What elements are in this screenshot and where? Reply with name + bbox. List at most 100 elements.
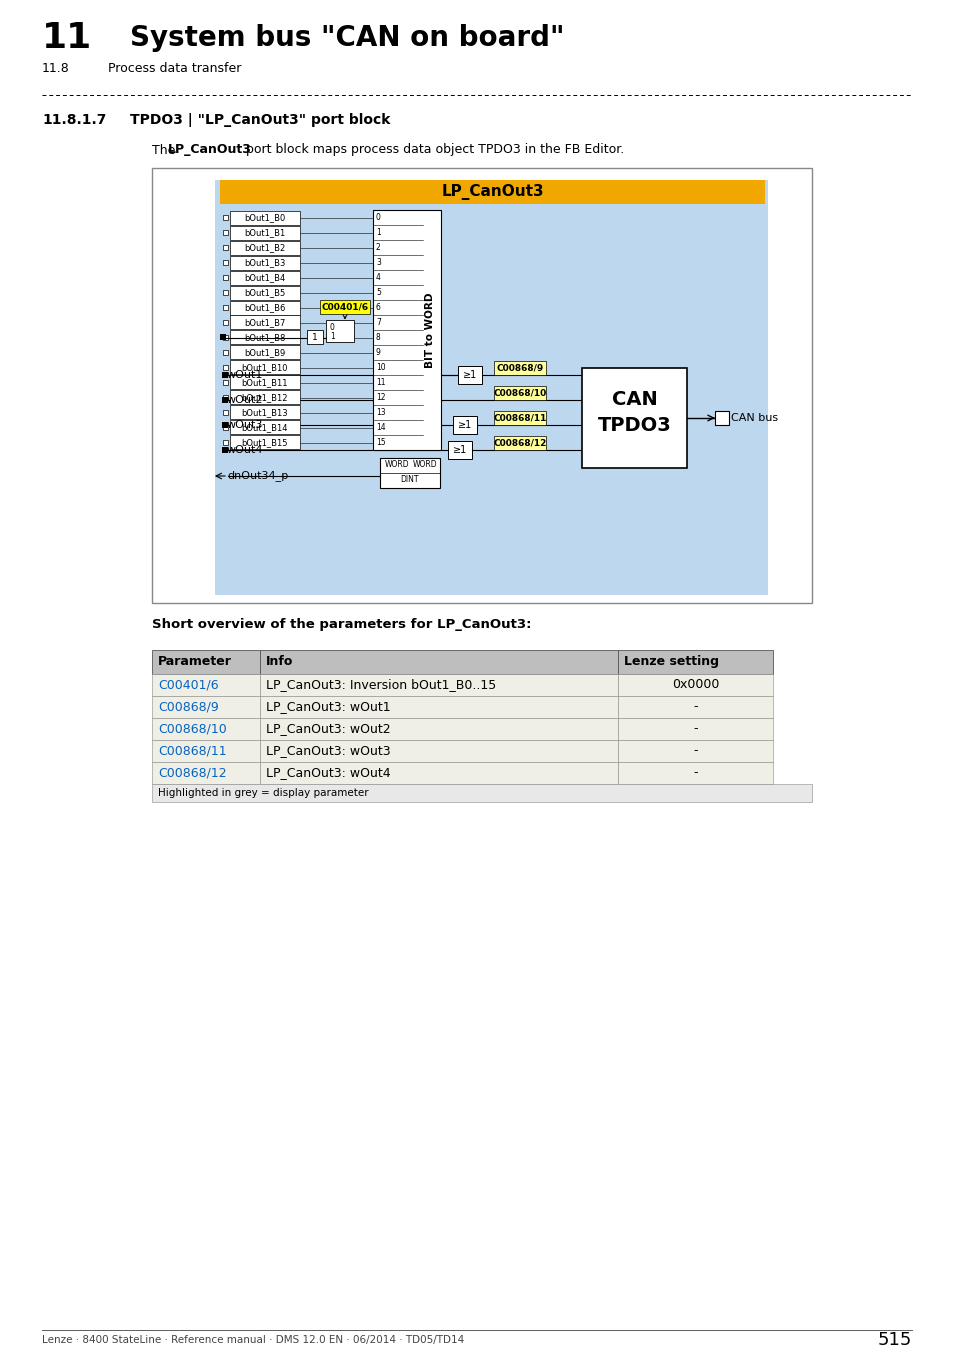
Text: LP_CanOut3: wOut1: LP_CanOut3: wOut1 [265,701,390,714]
Text: bOut1_B5: bOut1_B5 [244,288,285,297]
Text: bOut1_B13: bOut1_B13 [241,408,288,417]
Text: wOut4: wOut4 [227,446,263,455]
Bar [223,425,228,431]
Text: LP_CanOut3: LP_CanOut3 [168,143,252,157]
Text: wOut3: wOut3 [227,420,263,431]
Bar [494,386,545,400]
Text: ≥1: ≥1 [462,370,476,379]
Text: 11.8.1.7: 11.8.1.7 [42,113,107,127]
Text: 15: 15 [375,437,385,447]
Bar [223,320,228,325]
Bar [230,375,299,390]
Bar [223,244,228,250]
Bar [222,423,228,428]
Bar [448,441,472,459]
Text: bOut1_B15: bOut1_B15 [241,437,288,447]
Bar [618,718,772,740]
Bar [223,275,228,279]
Bar [230,225,299,239]
Bar [457,366,481,383]
Text: 7: 7 [375,319,380,327]
Bar [618,761,772,784]
Text: 12: 12 [375,393,385,402]
Text: 0: 0 [375,213,380,221]
Bar [223,396,228,400]
Bar [714,410,728,425]
Text: LP_CanOut3: wOut2: LP_CanOut3: wOut2 [265,722,390,736]
Bar [230,346,299,359]
Text: C00868/9: C00868/9 [158,701,218,714]
Text: 5: 5 [375,288,380,297]
Text: -: - [693,767,697,779]
Bar [152,784,811,802]
Text: TPDO3: TPDO3 [597,417,671,436]
Text: -: - [693,722,697,736]
Text: 11: 11 [42,22,92,55]
Text: bOut1_B11: bOut1_B11 [241,378,288,387]
Bar [230,211,299,224]
Text: System bus "CAN on board": System bus "CAN on board" [130,24,564,53]
Bar [230,240,299,255]
Text: bOut1_B6: bOut1_B6 [244,302,285,312]
Bar [259,697,618,718]
Bar [152,761,259,784]
Text: 8: 8 [375,333,380,342]
Bar [152,649,259,674]
Text: Short overview of the parameters for LP_CanOut3:: Short overview of the parameters for LP_… [152,618,531,632]
Bar [220,335,226,340]
Text: LP_CanOut3: wOut4: LP_CanOut3: wOut4 [265,767,390,779]
Text: TPDO3 | "LP_CanOut3" port block: TPDO3 | "LP_CanOut3" port block [130,113,390,127]
Bar [259,740,618,761]
Text: 13: 13 [375,408,385,417]
Text: 9: 9 [375,348,380,356]
Text: BIT to WORD: BIT to WORD [424,292,435,367]
Text: CAN bus: CAN bus [730,413,778,423]
Bar [230,316,299,329]
Text: bOut1_B4: bOut1_B4 [244,273,285,282]
Text: LP_CanOut3: wOut3: LP_CanOut3: wOut3 [265,744,390,757]
Text: Lenze · 8400 StateLine · Reference manual · DMS 12.0 EN · 06/2014 · TD05/TD14: Lenze · 8400 StateLine · Reference manua… [42,1335,464,1345]
Bar [223,440,228,446]
Bar [259,718,618,740]
Bar [319,300,370,313]
Text: bOut1_B14: bOut1_B14 [241,423,288,432]
Text: 3: 3 [375,258,380,267]
Bar [618,740,772,761]
Text: ≥1: ≥1 [453,446,467,455]
Text: Parameter: Parameter [158,656,232,668]
Text: Highlighted in grey = display parameter: Highlighted in grey = display parameter [158,788,368,798]
Bar [230,331,299,344]
Text: 1: 1 [330,332,335,342]
Bar [152,674,259,697]
Text: C00868/12: C00868/12 [158,767,227,779]
Text: LP_CanOut3: LP_CanOut3 [440,184,543,200]
Text: 10: 10 [375,363,385,373]
Bar [223,215,228,220]
Bar [152,697,259,718]
Text: C00868/9: C00868/9 [496,363,543,373]
Text: LP_CanOut3: Inversion bOut1_B0..15: LP_CanOut3: Inversion bOut1_B0..15 [265,679,496,691]
Text: C00401/6: C00401/6 [321,302,368,311]
Bar [230,255,299,270]
Text: C00401/6: C00401/6 [158,679,218,691]
Text: Lenze setting: Lenze setting [623,656,719,668]
Bar [222,397,228,404]
Bar [326,320,354,343]
Bar [494,410,545,425]
Bar [618,674,772,697]
Text: WORD: WORD [413,460,437,470]
Bar [223,335,228,340]
Text: 515: 515 [877,1331,911,1349]
Bar [230,405,299,420]
Bar [230,301,299,315]
Bar [223,230,228,235]
Text: C00868/10: C00868/10 [158,722,227,736]
Text: 0x0000: 0x0000 [671,679,719,691]
Bar [152,740,259,761]
Bar [220,180,764,204]
Text: bOut1_B10: bOut1_B10 [241,363,288,373]
Bar [152,718,259,740]
Bar [581,369,686,468]
Text: Process data transfer: Process data transfer [108,62,241,74]
Bar [222,447,228,454]
